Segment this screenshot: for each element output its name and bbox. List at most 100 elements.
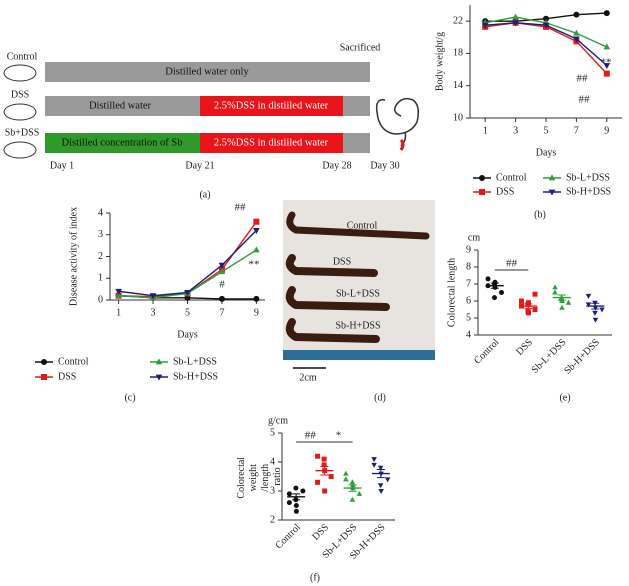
group-label: DSS	[11, 89, 29, 100]
y-axis-label: Disease activity of index	[68, 207, 79, 306]
x-tick-label: DSS	[310, 522, 331, 543]
x-tick-label: 1	[116, 307, 121, 318]
marker	[343, 470, 349, 476]
marker	[573, 36, 580, 43]
marker	[378, 489, 384, 494]
colon-photo: Control DSS Sb-L+DSS Sb-H+DSS 2cm	[283, 200, 435, 383]
marker	[532, 307, 538, 312]
annotation: ##	[579, 94, 591, 106]
legend-label: DSS	[496, 186, 514, 197]
marker	[321, 462, 327, 468]
marker	[253, 246, 260, 253]
marker	[115, 288, 122, 295]
day-label: Day 28	[322, 160, 351, 171]
marker	[603, 70, 610, 77]
marker	[253, 218, 260, 225]
marker	[559, 304, 565, 310]
y-tick-label: 5	[270, 427, 275, 438]
series-line	[118, 221, 257, 298]
marker	[479, 189, 485, 195]
sacrificed-label: Sacrificed	[340, 42, 381, 53]
annotation: ##	[305, 430, 317, 442]
timeline-bar	[343, 96, 370, 116]
x-tick-label: DSS	[514, 337, 535, 358]
marker	[585, 293, 592, 299]
marker	[532, 291, 538, 297]
marker	[41, 374, 47, 380]
bar-label: 2.5%DSS in distiiled water	[214, 137, 329, 148]
marker	[286, 491, 292, 497]
x-tick-label: 7	[574, 125, 579, 136]
marker	[184, 289, 191, 296]
x-axis-label: Days	[536, 147, 557, 158]
day-label: Day 30	[370, 160, 399, 171]
y-tick-label: 6	[466, 295, 471, 306]
marker	[349, 496, 356, 502]
annotation: #	[219, 279, 225, 291]
y-unit: g/cm	[268, 415, 288, 426]
x-tick-label: 9	[604, 125, 609, 136]
marker	[585, 302, 592, 308]
error-bar	[557, 294, 566, 301]
timeline-diagram: Control DSS Sb+DSS Distilled water only …	[3, 42, 420, 171]
y-axis-label: Colorectal weight /length ratio	[236, 454, 283, 498]
marker	[548, 189, 556, 196]
timeline-bar	[343, 133, 370, 153]
panel-label: (c)	[124, 392, 135, 403]
y-tick-label: 2	[98, 251, 103, 262]
marker	[479, 175, 485, 181]
marker	[149, 293, 157, 300]
x-tick-label: Control	[472, 337, 502, 367]
timeline-bar	[200, 133, 343, 153]
marker	[349, 479, 356, 485]
marker	[371, 457, 377, 463]
y-tick-label: 7	[466, 278, 471, 289]
bar-label: 2.5%DSS in distiiled water	[214, 100, 329, 111]
legend-label: Control	[496, 172, 527, 183]
day-label: Day 1	[50, 160, 74, 171]
marker	[253, 295, 260, 302]
annotation: ##	[506, 258, 518, 270]
scale-label: 2cm	[299, 372, 316, 383]
photo-label: DSS	[333, 256, 351, 267]
error-bar	[348, 484, 357, 492]
marker	[253, 228, 260, 234]
marker	[525, 308, 531, 314]
y-unit: cm	[468, 232, 480, 243]
marker	[155, 358, 163, 365]
marker	[218, 268, 226, 275]
error-bar	[524, 303, 533, 309]
bar-label: Distilled water only	[165, 66, 249, 77]
legend-label: Control	[58, 356, 89, 367]
y-tick-label: 4	[270, 456, 275, 467]
timeline-bar	[45, 96, 200, 116]
x-tick-label: 5	[544, 125, 549, 136]
y-tick-label: 2	[270, 514, 275, 525]
marker	[321, 456, 327, 462]
marker	[599, 307, 605, 313]
x-tick-label: Sb-H+DSS	[562, 337, 602, 377]
x-tick-label: 3	[513, 125, 518, 136]
annotation: ##	[577, 73, 589, 85]
group-label: Sb+DSS	[5, 127, 40, 138]
marker	[371, 462, 377, 468]
error-bar	[376, 469, 385, 479]
legend-label: Sb-L+DSS	[566, 172, 610, 183]
marker	[499, 290, 504, 295]
annotation: *	[336, 430, 342, 442]
y-tick-label: 4	[466, 329, 471, 340]
marker	[603, 43, 611, 50]
marker	[41, 359, 47, 365]
photo-label: Sb-H+DSS	[335, 320, 380, 331]
y-axis-label: Colorectal length	[446, 258, 457, 327]
marker	[512, 13, 519, 20]
marker	[322, 488, 328, 494]
x-tick-label: 7	[219, 307, 224, 318]
y-tick-label: 4	[98, 207, 103, 218]
marker	[603, 63, 611, 70]
y-tick-label: 0	[98, 294, 103, 305]
bar-label: Distilled water	[89, 100, 152, 111]
marker	[218, 295, 225, 302]
marker	[377, 465, 384, 471]
annotation: ##	[235, 202, 247, 214]
